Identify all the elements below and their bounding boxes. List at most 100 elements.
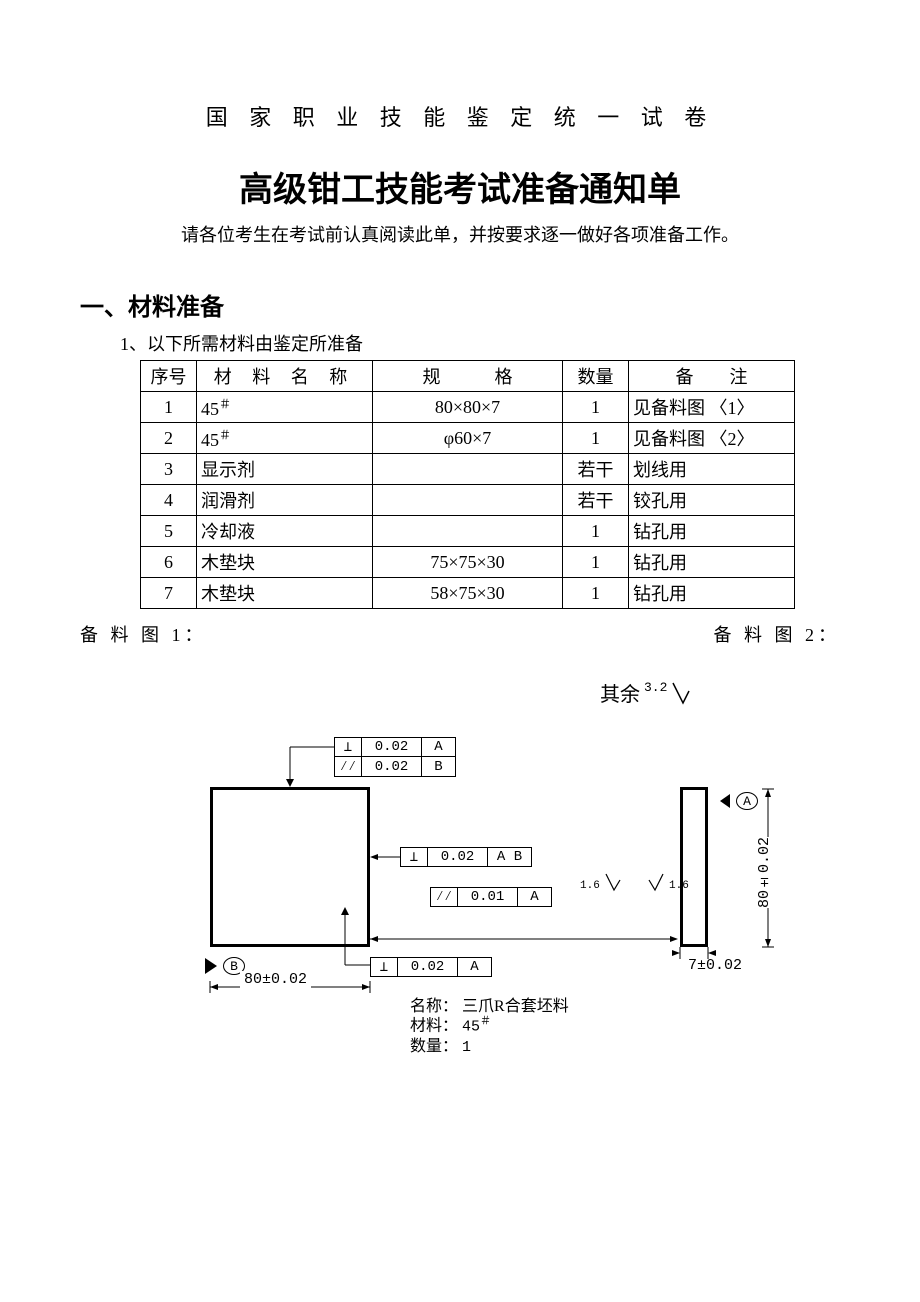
cell-qty: 1 — [563, 423, 629, 454]
spec-mat-label: 材料： — [410, 1018, 458, 1035]
spec-qty-row: 数量： 1 — [410, 1037, 569, 1057]
side-right — [705, 787, 708, 947]
section-heading: 一、材料准备 — [80, 287, 840, 322]
cell-spec: 58×75×30 — [373, 578, 563, 609]
materials-table: 序号 材 料 名 称 规 格 数量 备 注 1 45＃ 80×80×7 1 见备… — [140, 360, 795, 609]
surface-note-text: 其余 — [600, 684, 640, 706]
cell-qty: 1 — [563, 516, 629, 547]
cell-rem: 钻孔用 — [629, 578, 795, 609]
dim-right-h: 80±0.02 — [760, 787, 780, 957]
side-left — [680, 787, 683, 947]
cell-spec — [373, 454, 563, 485]
cell-name: 显示剂 — [197, 454, 373, 485]
subtitle: 请各位考生在考试前认真阅读此单，并按要求逐一做好各项准备工作。 — [80, 221, 840, 247]
cell-rem: 铰孔用 — [629, 485, 795, 516]
section-note: 1、以下所需材料由鉴定所准备 — [120, 330, 840, 356]
figure-labels-row: 备 料 图 1： 备 料 图 2： — [80, 621, 840, 647]
spec-block: 名称： 三爪R合套坯料 材料： 45＃ 数量： 1 — [410, 997, 569, 1057]
cell-rem: 划线用 — [629, 454, 795, 485]
dim-bottom-text: 80±0.02 — [240, 971, 311, 988]
cell-qty: 1 — [563, 547, 629, 578]
ra-left-icon — [604, 872, 624, 892]
spec-name-label: 名称： — [410, 998, 458, 1015]
table-row: 4 润滑剂 若干 铰孔用 — [141, 485, 795, 516]
cell-name: 润滑剂 — [197, 485, 373, 516]
cell-qty: 若干 — [563, 454, 629, 485]
cell-qty: 1 — [563, 392, 629, 423]
ra-right-icon — [645, 872, 665, 892]
engineering-diagram: 其余 3.2 ⊥ 0.02 A ⁄⁄ 0.02 B ⊥ 0.02 A B ⁄⁄ … — [80, 677, 840, 1077]
th-name: 材 料 名 称 — [197, 361, 373, 392]
table-row: 1 45＃ 80×80×7 1 见备料图 〈1〉 — [141, 392, 795, 423]
name-prefix: 45 — [201, 399, 219, 419]
th-qty: 数量 — [563, 361, 629, 392]
square-left — [210, 787, 213, 947]
ra-right: 1.6 — [645, 872, 689, 897]
cell-seq: 5 — [141, 516, 197, 547]
tol-top1-ref: A — [422, 737, 456, 757]
th-seq: 序号 — [141, 361, 197, 392]
tol-mid1-val: 0.02 — [428, 847, 488, 867]
tol-top2-val: 0.02 — [362, 757, 422, 777]
dim-right-w-arrows-icon — [672, 947, 720, 961]
cell-name: 45＃ — [197, 392, 373, 423]
name-prefix: 45 — [201, 430, 219, 450]
tol-mid2-sym: ⁄⁄ — [430, 887, 458, 907]
cell-spec — [373, 485, 563, 516]
ra-right-val: 1.6 — [669, 880, 689, 892]
cell-name: 木垫块 — [197, 578, 373, 609]
tol-top1: ⊥ 0.02 A — [334, 737, 456, 757]
cell-spec — [373, 516, 563, 547]
dim-bottom: 80±0.02 — [200, 977, 380, 1002]
spec-mat-pre: 45 — [462, 1019, 480, 1036]
cell-seq: 4 — [141, 485, 197, 516]
th-spec: 规 格 — [373, 361, 563, 392]
cell-qty: 若干 — [563, 485, 629, 516]
cell-spec: φ60×7 — [373, 423, 563, 454]
datum-a-label: A — [736, 792, 758, 810]
name-sup: ＃ — [219, 428, 231, 442]
cell-seq: 1 — [141, 392, 197, 423]
cell-qty: 1 — [563, 578, 629, 609]
tol-top1-val: 0.02 — [362, 737, 422, 757]
cell-name: 冷却液 — [197, 516, 373, 547]
spec-qty-val: 1 — [462, 1039, 471, 1056]
cell-rem: 钻孔用 — [629, 516, 795, 547]
cell-seq: 7 — [141, 578, 197, 609]
side-top — [680, 787, 708, 790]
table-row: 6 木垫块 75×75×30 1 钻孔用 — [141, 547, 795, 578]
th-rem: 备 注 — [629, 361, 795, 392]
datum-b: B — [205, 957, 245, 975]
surface-note: 其余 3.2 — [600, 677, 695, 707]
tol-top2: ⁄⁄ 0.02 B — [334, 757, 456, 777]
cell-name: 木垫块 — [197, 547, 373, 578]
cell-seq: 2 — [141, 423, 197, 454]
table-row: 2 45＃ φ60×7 1 见备料图 〈2〉 — [141, 423, 795, 454]
cell-rem: 见备料图 〈2〉 — [629, 423, 795, 454]
spec-name-val: 三爪R合套坯料 — [462, 998, 569, 1015]
table-row: 7 木垫块 58×75×30 1 钻孔用 — [141, 578, 795, 609]
tol-mid1: ⊥ 0.02 A B — [400, 847, 532, 867]
cell-rem: 见备料图 〈1〉 — [629, 392, 795, 423]
cell-seq: 3 — [141, 454, 197, 485]
tol-bot-val: 0.02 — [398, 957, 458, 977]
table-row: 3 显示剂 若干 划线用 — [141, 454, 795, 485]
ra-left-val: 1.6 — [580, 880, 600, 892]
datum-b-triangle-icon — [205, 958, 223, 974]
tol-mid2-ref: A — [518, 887, 552, 907]
table-body: 1 45＃ 80×80×7 1 见备料图 〈1〉 2 45＃ φ60×7 1 见… — [141, 392, 795, 609]
table-row: 5 冷却液 1 钻孔用 — [141, 516, 795, 547]
ra-left: 1.6 — [580, 872, 624, 897]
tol-bot: ⊥ 0.02 A — [370, 957, 492, 977]
tol-mid2: ⁄⁄ 0.01 A — [430, 887, 552, 907]
cell-seq: 6 — [141, 547, 197, 578]
tol-bot-ref: A — [458, 957, 492, 977]
tol-mid2-val: 0.01 — [458, 887, 518, 907]
leader-horiz-icon — [370, 932, 680, 946]
tol-top2-ref: B — [422, 757, 456, 777]
main-title: 高级钳工技能考试准备通知单 — [80, 162, 840, 211]
name-sup: ＃ — [219, 397, 231, 411]
cell-rem: 钻孔用 — [629, 547, 795, 578]
cell-spec: 75×75×30 — [373, 547, 563, 578]
leader-bot-icon — [335, 907, 375, 967]
